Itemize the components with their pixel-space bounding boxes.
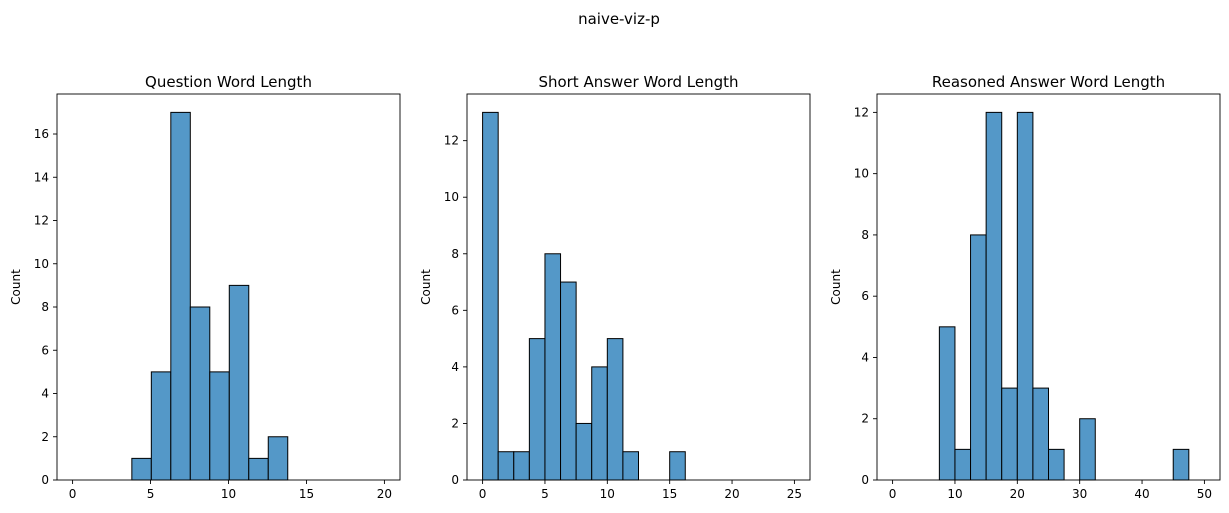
- figure-title: naive-viz-p: [578, 10, 660, 28]
- histogram-bar: [248, 457, 269, 481]
- axes-frame: [876, 93, 1221, 481]
- y-axis-label: Count: [829, 269, 843, 305]
- x-tick-label: 15: [299, 487, 314, 501]
- y-tick-label: 6: [451, 303, 459, 317]
- histogram-bar: [1016, 111, 1034, 481]
- x-tick-label: 10: [600, 487, 615, 501]
- x-tick-label: 30: [1072, 487, 1087, 501]
- histogram-bar: [131, 457, 152, 481]
- x-tick-label: 20: [377, 487, 392, 501]
- x-tick-label: 10: [221, 487, 236, 501]
- histogram-bar: [954, 448, 972, 481]
- y-tick-label: 0: [451, 473, 459, 487]
- x-tick-label: 15: [662, 487, 677, 501]
- x-tick-label: 0: [69, 487, 77, 501]
- x-tick-label: 40: [1134, 487, 1149, 501]
- histogram-bar: [575, 422, 593, 481]
- y-tick-label: 2: [861, 412, 869, 426]
- subplot-title: Short Answer Word Length: [538, 73, 738, 91]
- x-tick-label: 0: [889, 487, 897, 501]
- subplot-1: 0 5 10 15 20 0 2 4 6 8 10 12 14 16 Question Word Lengt…: [9, 73, 401, 501]
- x-tick-label: 20: [1010, 487, 1025, 501]
- histogram-bar: [170, 111, 191, 481]
- y-tick-label: 4: [41, 387, 49, 401]
- x-tick-label: 20: [724, 487, 739, 501]
- y-tick-label: 10: [854, 167, 869, 181]
- y-tick-label: 8: [41, 300, 49, 314]
- histogram-bar: [1079, 418, 1096, 481]
- y-tick-label: 2: [451, 416, 459, 430]
- histogram-bar: [970, 234, 987, 481]
- y-tick-label: 0: [861, 473, 869, 487]
- y-tick-label: 12: [854, 105, 869, 119]
- y-axis-label: Count: [9, 269, 23, 305]
- histogram-bar: [528, 338, 546, 481]
- y-tick-label: 2: [41, 430, 49, 444]
- y-tick-label: 6: [861, 289, 869, 303]
- x-tick-label: 0: [479, 487, 487, 501]
- histogram-bar: [591, 366, 608, 481]
- y-tick-label: 0: [41, 473, 49, 487]
- y-tick-label: 12: [444, 134, 459, 148]
- histogram-bar: [497, 451, 515, 481]
- histogram-bar: [228, 284, 250, 481]
- histogram-bar: [938, 326, 956, 481]
- histogram-bar: [606, 338, 624, 481]
- x-tick-label: 10: [947, 487, 962, 501]
- x-tick-label: 50: [1197, 487, 1212, 501]
- y-tick-label: 16: [34, 127, 49, 141]
- histogram-bar: [513, 451, 530, 481]
- histogram-bar: [622, 451, 640, 481]
- y-tick-label: 4: [861, 350, 869, 364]
- subplot-title: Reasoned Answer Word Length: [932, 73, 1165, 91]
- x-tick-label: 25: [787, 487, 802, 501]
- y-tick-label: 8: [451, 247, 459, 261]
- y-tick-label: 10: [444, 190, 459, 204]
- histogram-bar: [209, 371, 230, 481]
- x-tick-label: 5: [541, 487, 549, 501]
- histogram-bar: [482, 111, 499, 481]
- y-tick-label: 4: [451, 360, 459, 374]
- histogram-bar: [150, 371, 172, 481]
- subplot-title: Question Word Length: [145, 73, 312, 91]
- histogram-bar: [560, 281, 577, 481]
- x-tick-label: 5: [147, 487, 155, 501]
- y-tick-label: 10: [34, 257, 49, 271]
- histogram-bar: [1172, 448, 1190, 481]
- histogram-bar: [189, 306, 211, 481]
- histogram-bar: [1001, 387, 1018, 481]
- histogram-bar: [267, 436, 289, 481]
- axes-frame: [466, 93, 811, 481]
- histogram-bar: [1048, 448, 1065, 481]
- y-tick-label: 6: [41, 343, 49, 357]
- histogram-bar: [1032, 387, 1049, 481]
- y-axis-label: Count: [419, 269, 433, 305]
- histogram-bar: [544, 253, 562, 481]
- y-tick-label: 8: [861, 228, 869, 242]
- histogram-bar: [985, 111, 1003, 481]
- y-tick-label: 12: [34, 214, 49, 228]
- subplot-2: 0 5 10 15 20 25 0 2 4 6 8 10 12 Short Answer Word Len…: [419, 73, 811, 501]
- y-tick-label: 14: [34, 170, 49, 184]
- subplot-3: 0 10 20 30 40 50 0 2 4 6 8 10 12 Reasoned Answer Word…: [829, 73, 1221, 501]
- histogram-bar: [669, 451, 686, 481]
